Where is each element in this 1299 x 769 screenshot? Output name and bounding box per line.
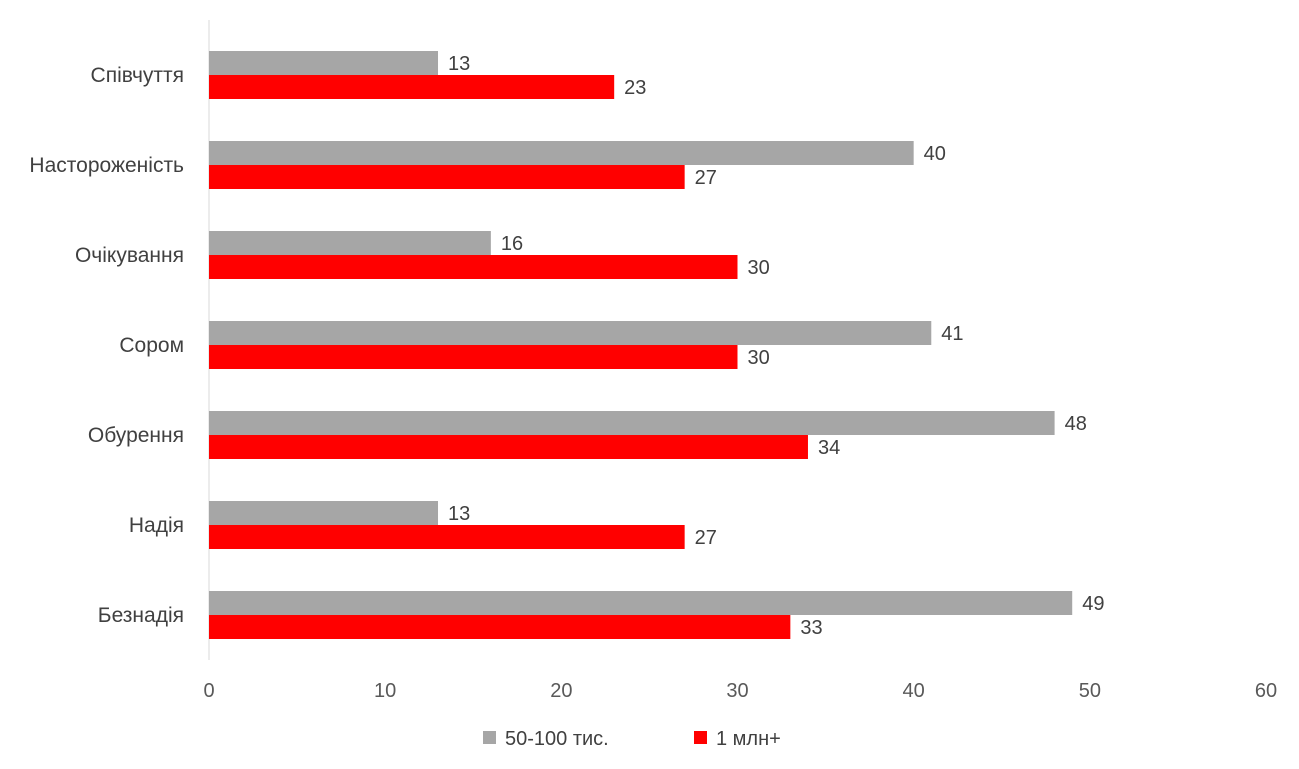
bar-series-2 — [209, 255, 738, 279]
x-tick-label: 10 — [374, 680, 396, 702]
data-label: 48 — [1065, 413, 1087, 435]
category-label: Обурення — [88, 424, 184, 447]
data-label: 41 — [941, 323, 963, 345]
legend-label: 1 млн+ — [716, 728, 781, 750]
bar-series-2 — [209, 165, 685, 189]
bar-series-1 — [209, 321, 932, 345]
bar-series-2 — [209, 435, 808, 459]
data-label: 27 — [695, 527, 717, 549]
data-label: 13 — [448, 503, 470, 525]
category-label: Очікування — [75, 244, 184, 267]
category-label: Безнадія — [98, 604, 184, 627]
data-label: 49 — [1082, 593, 1104, 615]
data-label: 16 — [501, 233, 523, 255]
legend-swatch — [694, 731, 707, 744]
bar-series-2 — [209, 345, 738, 369]
bar-series-1 — [209, 591, 1073, 615]
x-tick-label: 40 — [903, 680, 925, 702]
bar-series-1 — [209, 141, 914, 165]
legend-label: 50-100 тис. — [505, 728, 609, 750]
data-label: 40 — [924, 143, 946, 165]
bar-series-1 — [209, 231, 491, 255]
legend-swatch — [483, 731, 496, 744]
x-tick-label: 0 — [203, 680, 214, 702]
data-label: 30 — [748, 257, 770, 279]
bar-series-1 — [209, 411, 1055, 435]
x-tick-label: 20 — [550, 680, 572, 702]
x-tick-label: 60 — [1255, 680, 1277, 702]
data-label: 23 — [624, 77, 646, 99]
category-label: Сором — [119, 334, 184, 357]
data-label: 13 — [448, 53, 470, 75]
data-label: 27 — [695, 167, 717, 189]
data-label: 30 — [748, 347, 770, 369]
x-tick-label: 30 — [726, 680, 748, 702]
bar-series-2 — [209, 615, 791, 639]
category-label: Надія — [129, 514, 184, 537]
bar-series-1 — [209, 51, 439, 75]
category-label: Співчуття — [91, 64, 184, 87]
data-label: 33 — [800, 617, 822, 639]
bar-series-2 — [209, 75, 615, 99]
x-tick-label: 50 — [1079, 680, 1101, 702]
data-label: 34 — [818, 437, 840, 459]
category-label: Настороженість — [29, 154, 184, 177]
bar-series-2 — [209, 525, 685, 549]
bar-series-1 — [209, 501, 439, 525]
